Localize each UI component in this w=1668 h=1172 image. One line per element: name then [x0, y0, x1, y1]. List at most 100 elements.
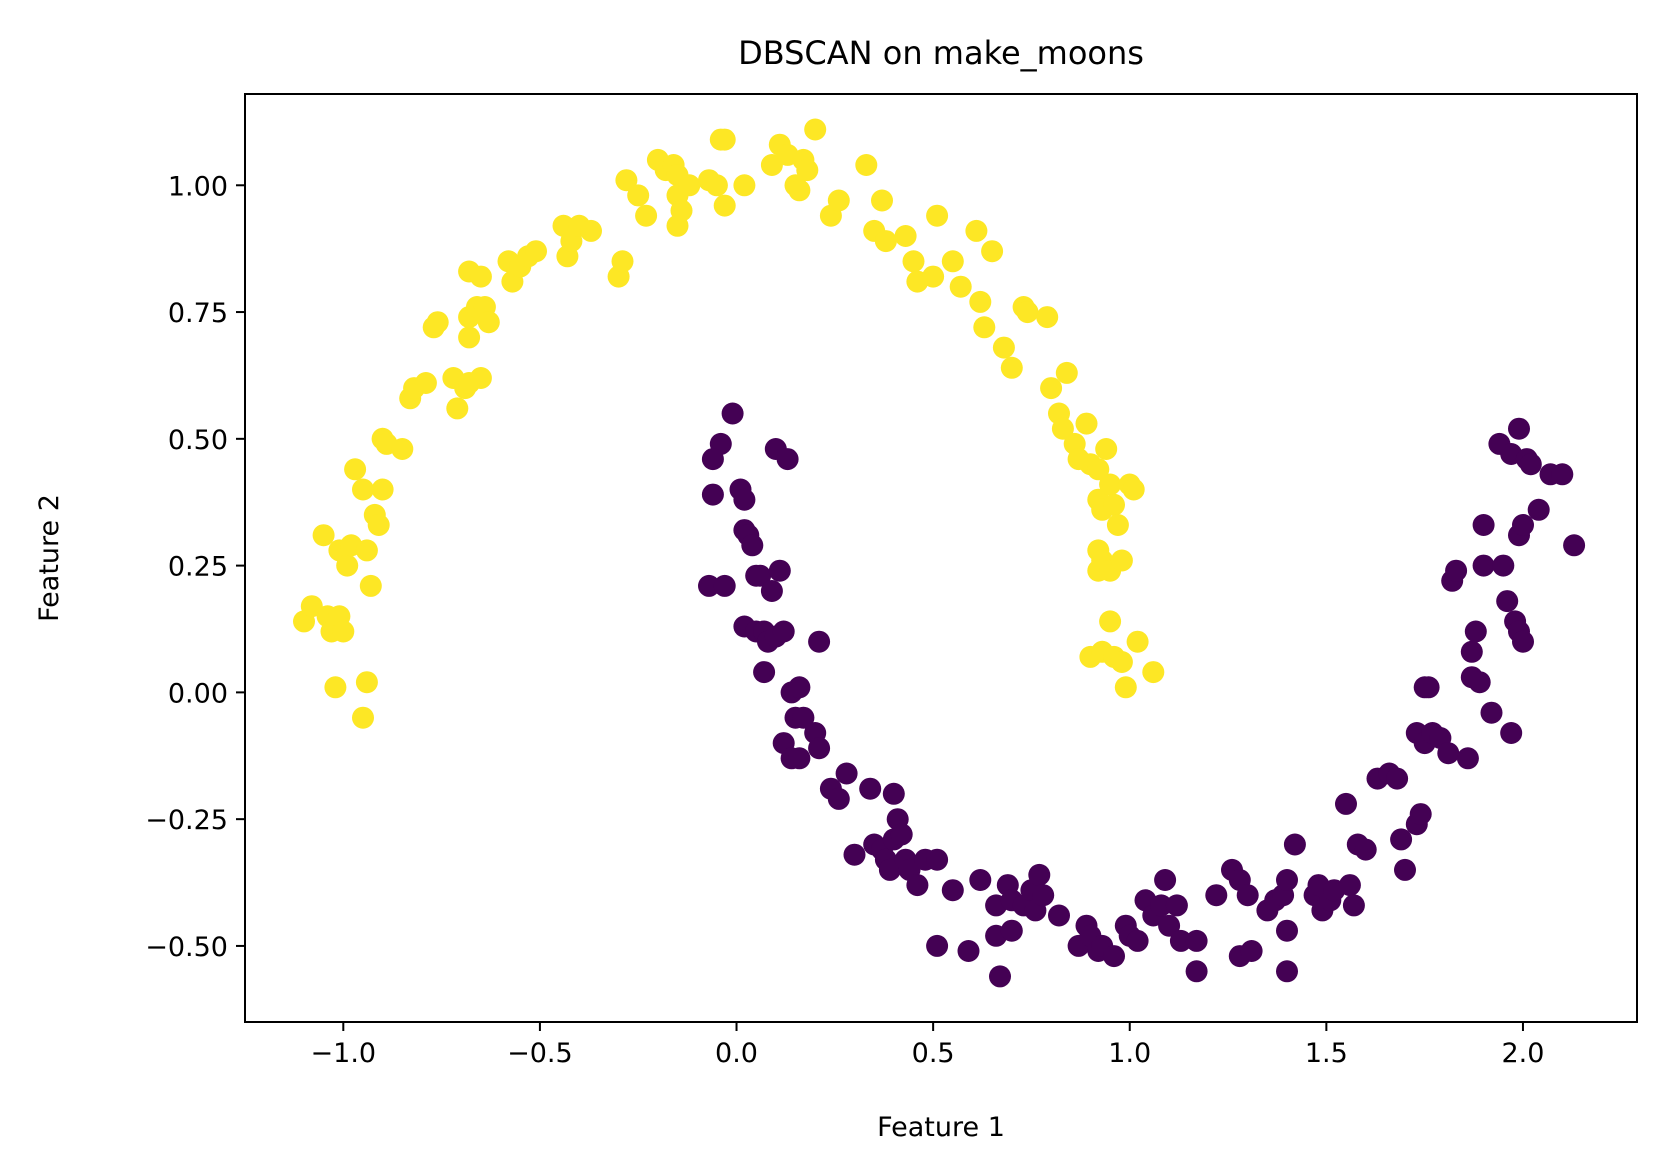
data-point	[989, 965, 1011, 988]
data-point	[855, 154, 878, 176]
data-point	[1342, 894, 1365, 917]
data-point	[1099, 610, 1122, 633]
data-point	[776, 448, 799, 471]
data-point	[705, 174, 728, 197]
data-point	[1142, 661, 1165, 684]
data-point	[713, 194, 736, 217]
data-point	[352, 706, 374, 729]
data-point	[941, 250, 964, 273]
data-point	[733, 488, 756, 511]
data-point	[827, 189, 850, 212]
data-point	[1185, 960, 1208, 983]
data-point	[902, 250, 925, 273]
data-point	[772, 620, 795, 643]
data-point	[1205, 884, 1228, 907]
data-point	[678, 174, 701, 197]
data-point	[414, 372, 437, 394]
data-point	[1500, 722, 1523, 744]
data-point	[926, 848, 949, 871]
data-point	[1492, 554, 1515, 577]
data-point	[1472, 554, 1495, 577]
data-point	[344, 458, 367, 481]
data-point	[973, 316, 996, 339]
data-point	[1460, 640, 1483, 663]
x-tick-label: 1.5	[1305, 1038, 1348, 1069]
data-point	[753, 661, 776, 684]
data-point	[367, 514, 390, 536]
data-point	[882, 782, 905, 805]
data-point	[1122, 478, 1145, 501]
data-point	[371, 478, 394, 501]
data-point	[698, 574, 720, 597]
data-point	[1110, 651, 1133, 673]
data-point	[1468, 671, 1491, 694]
data-point	[1390, 828, 1413, 851]
data-point	[890, 823, 913, 846]
data-point	[580, 219, 602, 242]
data-point	[792, 706, 815, 729]
data-point	[808, 737, 831, 760]
data-point	[391, 438, 414, 460]
data-point	[627, 184, 650, 207]
data-point	[312, 524, 335, 547]
data-point	[1508, 417, 1530, 440]
data-point	[1456, 747, 1479, 770]
data-point	[300, 595, 323, 618]
data-point	[1283, 833, 1306, 856]
data-point	[336, 554, 359, 577]
data-point	[1519, 453, 1542, 476]
data-point	[1338, 874, 1361, 897]
data-point	[788, 747, 811, 770]
data-point	[749, 564, 772, 587]
data-point	[1169, 929, 1192, 952]
x-tick-label: 0.0	[715, 1038, 758, 1069]
data-point	[926, 204, 949, 227]
data-point	[1048, 904, 1070, 927]
data-point	[1185, 929, 1208, 952]
data-point	[796, 159, 819, 182]
data-point	[1236, 884, 1259, 907]
data-point	[525, 240, 547, 263]
x-tick-label: 2.0	[1501, 1038, 1544, 1069]
data-point	[949, 275, 972, 298]
data-point	[713, 574, 736, 597]
data-point	[922, 265, 945, 288]
data-point	[788, 676, 811, 699]
y-tick-label: −0.25	[145, 805, 228, 836]
data-point	[701, 483, 724, 506]
data-point	[670, 199, 693, 222]
data-point	[969, 869, 992, 891]
data-point	[446, 397, 469, 420]
data-point	[827, 787, 850, 810]
data-point	[1512, 630, 1534, 653]
data-point	[1000, 356, 1023, 379]
data-point	[969, 290, 992, 313]
x-tick-label: −0.5	[507, 1038, 573, 1069]
data-point	[760, 154, 783, 176]
data-point	[1103, 493, 1125, 516]
data-point	[1154, 869, 1177, 891]
data-point	[1055, 361, 1078, 384]
data-point	[1158, 914, 1181, 937]
data-point	[1032, 884, 1055, 907]
data-point	[1110, 549, 1133, 572]
plot-area-frame	[244, 93, 1638, 1023]
data-point	[426, 311, 449, 334]
data-point	[332, 620, 355, 643]
data-point	[941, 879, 964, 902]
data-point	[871, 189, 893, 212]
data-point	[1276, 919, 1298, 942]
y-tick-label: −0.50	[145, 932, 228, 963]
data-point	[808, 630, 831, 653]
data-point	[965, 219, 988, 242]
x-tick-label: −1.0	[311, 1038, 377, 1069]
x-axis-title: Feature 1	[877, 1112, 1005, 1143]
data-point	[1409, 803, 1432, 826]
y-axis-title: Feature 2	[34, 494, 65, 622]
data-point	[957, 940, 980, 962]
data-point	[1386, 767, 1409, 790]
data-point	[835, 762, 858, 785]
data-point	[324, 676, 347, 699]
data-point	[804, 118, 827, 141]
